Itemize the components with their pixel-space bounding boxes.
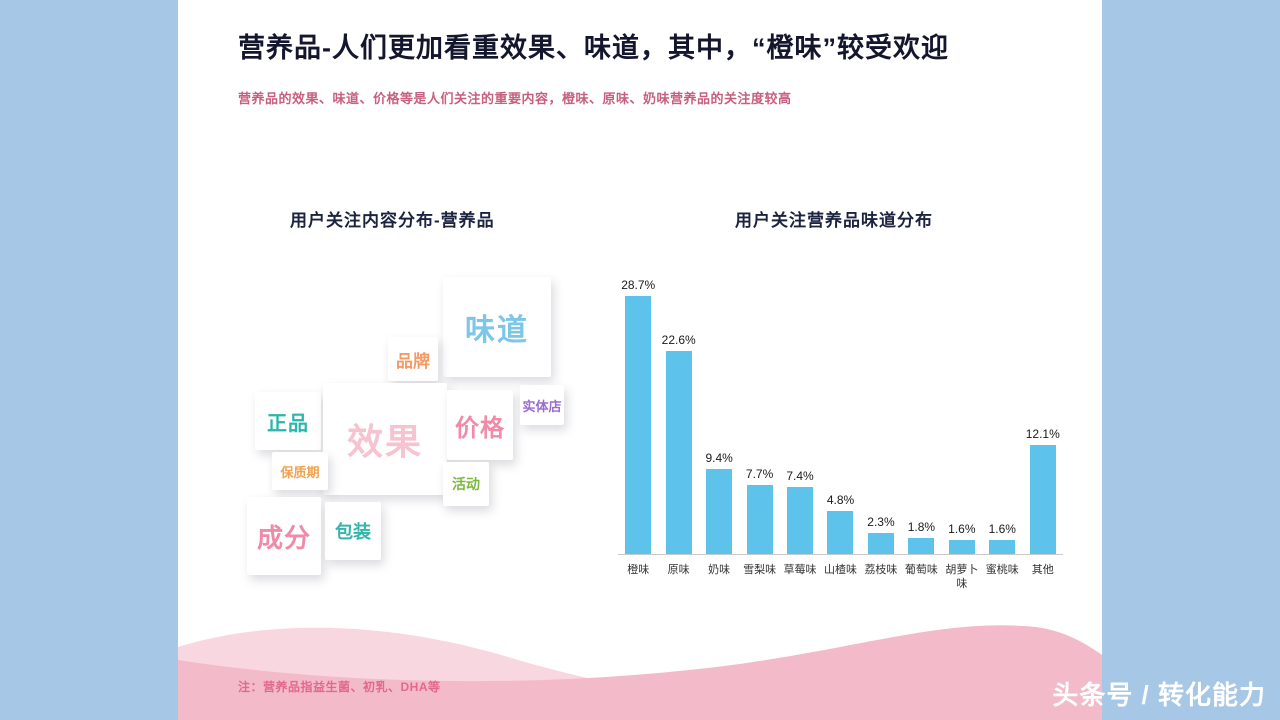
bar-category-label: 原味 <box>667 564 690 576</box>
slide-panel: 营养品-人们更加看重效果、味道，其中，“橙味”较受欢迎 营养品的效果、味道、价格… <box>178 0 1102 720</box>
word-cloud: 味道品牌正品 效果 价格 实体店保质期活动成分 包装 <box>238 270 578 600</box>
word-cloud-title: 用户关注内容分布-营养品 <box>290 211 495 230</box>
word-cloud-label: 价格 <box>455 414 505 442</box>
bar-category-label: 山楂味 <box>823 564 857 576</box>
bar-column-10: 12.1% <box>1023 427 1063 554</box>
word-cloud-label: 保质期 <box>280 464 320 480</box>
bar-column-2: 9.4% <box>699 451 739 554</box>
bar-category-label: 奶味 <box>708 564 731 576</box>
page-subtitle: 营养品的效果、味道、价格等是人们关注的重要内容，橙味、原味、奶味营养品的关注度较… <box>238 91 792 106</box>
word-cloud-item-1: 品牌 <box>388 337 438 381</box>
bar-column-1: 22.6% <box>658 333 698 554</box>
bar <box>867 533 894 554</box>
word-cloud-label: 包装 <box>335 522 371 542</box>
bar-value-label: 22.6% <box>661 333 696 347</box>
bar <box>625 296 652 554</box>
bar-value-label: 28.7% <box>621 278 656 292</box>
bar <box>989 540 1016 554</box>
bar-value-label: 12.1% <box>1025 427 1060 441</box>
bar <box>665 351 692 554</box>
bar-category-label: 葡萄味 <box>904 564 938 576</box>
bar-column-3: 7.7% <box>739 467 779 554</box>
bar-category-label: 橙味 <box>627 564 650 576</box>
bar <box>1029 445 1056 554</box>
bar-column-9: 1.6% <box>982 522 1022 554</box>
pink-wave-decoration <box>178 625 1102 720</box>
bar-category-label: 雪梨味 <box>743 564 777 576</box>
word-cloud-label: 正品 <box>267 412 309 435</box>
word-cloud-label: 味道 <box>465 314 529 347</box>
word-cloud-item-0: 味道 <box>443 277 551 377</box>
bar-column-8: 1.6% <box>942 522 982 554</box>
bar-column-6: 2.3% <box>861 515 901 554</box>
word-cloud-label: 实体店 <box>522 398 562 414</box>
bar <box>787 487 814 554</box>
bar-value-label: 7.4% <box>786 469 814 483</box>
bar-category-label: 其他 <box>1031 564 1054 576</box>
bar <box>827 511 854 554</box>
bar-column-7: 1.8% <box>901 520 941 554</box>
bar-category-label: 蜜桃味 <box>985 564 1019 576</box>
bar-category-label: 荔枝味 <box>864 564 898 576</box>
word-cloud-item-5: 实体店 <box>520 385 564 425</box>
word-cloud-label: 活动 <box>452 476 480 492</box>
word-cloud-item-3: 效果 <box>323 383 447 495</box>
bar-chart-title: 用户关注营养品味道分布 <box>735 211 933 230</box>
bar <box>706 469 733 554</box>
bar-column-4: 7.4% <box>780 469 820 554</box>
word-cloud-label: 成分 <box>256 522 311 553</box>
bar-column-5: 4.8% <box>820 493 860 554</box>
labels-row: 橙味 原味 奶味 雪梨味 草莓味 山楂味 荔枝味 葡萄味 胡萝卜味 蜜桃味 其他 <box>618 555 1063 592</box>
bar-value-label: 9.4% <box>705 451 733 465</box>
bar <box>948 540 975 554</box>
word-cloud-item-8: 成分 <box>247 497 321 575</box>
bar <box>908 538 935 554</box>
bar-value-label: 1.6% <box>948 522 976 536</box>
watermark: 头条号 / 转化能力 <box>1052 680 1266 710</box>
word-cloud-item-7: 活动 <box>443 462 489 506</box>
bar-column-0: 28.7% <box>618 278 658 554</box>
page-title: 营养品-人们更加看重效果、味道，其中，“橙味”较受欢迎 <box>238 33 949 63</box>
bar <box>746 485 773 554</box>
bar-value-label: 4.8% <box>826 493 855 507</box>
word-cloud-item-4: 价格 <box>447 390 513 460</box>
bar-category-label: 胡萝卜味 <box>945 564 979 591</box>
word-cloud-label: 品牌 <box>396 351 430 371</box>
bar-value-label: 7.7% <box>745 467 774 481</box>
word-cloud-item-2: 正品 <box>255 392 321 450</box>
bar-value-label: 2.3% <box>867 515 895 529</box>
bars-row: 28.7% 22.6% 9.4% 7.7% 7.4% 4.8% 2.3% 1.8% 1.6% 1.… <box>618 263 1063 555</box>
bar-chart: 28.7% 22.6% 9.4% 7.7% 7.4% 4.8% 2.3% 1.8% 1.6% 1.… <box>618 263 1063 592</box>
bar-value-label: 1.8% <box>907 520 936 534</box>
bar-value-label: 1.6% <box>988 522 1016 536</box>
word-cloud-item-9: 包装 <box>325 502 381 560</box>
word-cloud-label: 效果 <box>346 421 423 462</box>
footnote: 注：营养品指益生菌、初乳、DHA等 <box>238 680 441 694</box>
bar-category-label: 草莓味 <box>783 564 817 576</box>
word-cloud-item-6: 保质期 <box>272 452 328 490</box>
